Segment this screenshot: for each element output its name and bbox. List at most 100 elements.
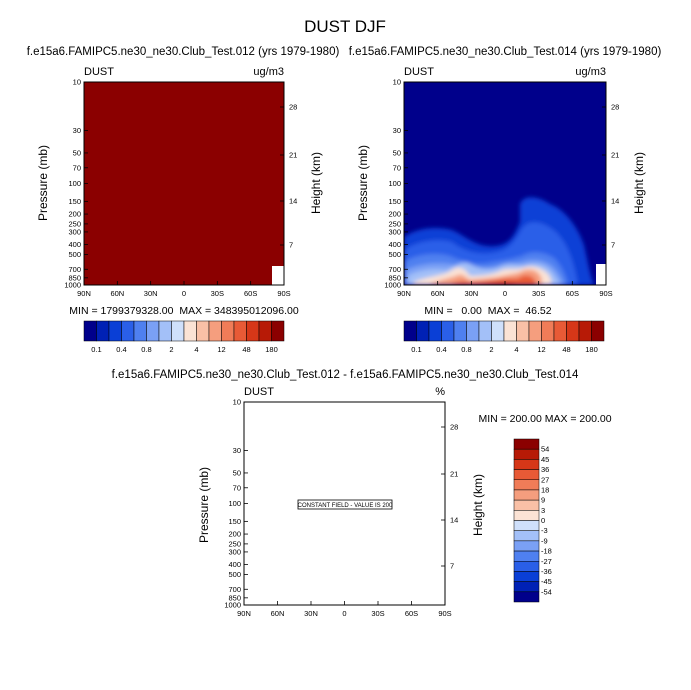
colorbar-label: 180 bbox=[585, 345, 598, 354]
colorbar-swatch bbox=[513, 489, 540, 501]
lat-tick-label: 60N bbox=[431, 289, 445, 298]
lat-tick-label: 30N bbox=[304, 609, 318, 618]
pressure-tick-label: 250 bbox=[68, 219, 81, 228]
pressure-tick-label: 10 bbox=[233, 398, 241, 407]
pressure-tick-label: 200 bbox=[228, 530, 241, 539]
pressure-tick-label: 300 bbox=[228, 547, 241, 556]
colorbar-swatch bbox=[221, 320, 235, 342]
colorbar-label: 27 bbox=[541, 475, 549, 484]
colorbar-label: 180 bbox=[265, 345, 278, 354]
lat-tick-label: 30N bbox=[464, 289, 478, 298]
colorbar-swatch bbox=[513, 540, 540, 552]
pressure-tick-label: 100 bbox=[228, 499, 241, 508]
colorbar-swatch bbox=[441, 320, 455, 342]
panel-diff-stats: MIN = 200.00 MAX = 200.00 bbox=[478, 413, 611, 425]
lat-tick-label: 0 bbox=[342, 609, 346, 618]
height-tick-label: 28 bbox=[289, 103, 297, 112]
colorbar-label: 2 bbox=[169, 345, 173, 354]
height-tick-label: 28 bbox=[450, 423, 458, 432]
pressure-tick-label: 150 bbox=[388, 197, 401, 206]
panel-b-contours bbox=[404, 197, 594, 285]
pressure-tick-label: 700 bbox=[68, 265, 81, 274]
height-tick-label: 7 bbox=[289, 241, 293, 250]
pressure-tick-label: 10 bbox=[393, 78, 401, 87]
pressure-tick-label: 30 bbox=[393, 126, 401, 135]
colorbar-swatch bbox=[513, 438, 540, 450]
colorbar-swatch bbox=[541, 320, 555, 342]
pressure-tick-label: 50 bbox=[393, 148, 401, 157]
colorbar-swatch bbox=[516, 320, 530, 342]
pressure-tick-label: 500 bbox=[68, 250, 81, 259]
panel-b-ylabel: Pressure (mb) bbox=[356, 145, 370, 221]
panel-a-stats: MIN = 1799379328.00 MAX = 348395012096.0… bbox=[69, 305, 299, 317]
colorbar-swatch bbox=[96, 320, 110, 342]
colorbar-swatch bbox=[491, 320, 505, 342]
colorbar-label: -9 bbox=[541, 536, 548, 545]
lat-tick-label: 90N bbox=[77, 289, 91, 298]
pressure-tick-label: 1000 bbox=[224, 601, 241, 610]
colorbar-label: 0.4 bbox=[116, 345, 126, 354]
colorbar-swatch bbox=[171, 320, 185, 342]
colorbar-swatch bbox=[466, 320, 480, 342]
colorbar-swatch bbox=[453, 320, 467, 342]
pressure-tick-label: 400 bbox=[68, 240, 81, 249]
height-tick-label: 21 bbox=[289, 151, 297, 160]
panel-diff-units: % bbox=[435, 386, 445, 398]
colorbar-label: 3 bbox=[541, 506, 545, 515]
height-tick-label: 14 bbox=[611, 197, 619, 206]
colorbar-swatch bbox=[503, 320, 517, 342]
pressure-tick-label: 70 bbox=[233, 483, 241, 492]
colorbar-swatch bbox=[513, 581, 540, 593]
lat-tick-label: 90S bbox=[277, 289, 290, 298]
colorbar-label: 36 bbox=[541, 465, 549, 474]
colorbar-swatch bbox=[108, 320, 122, 342]
colorbar-label: -45 bbox=[541, 577, 552, 586]
pressure-tick-label: 850 bbox=[228, 593, 241, 602]
panel-a-variable: DUST bbox=[84, 66, 114, 78]
panel-diff-lat-ticks: 90N 60N 30N 0 30S 60S 90S bbox=[237, 601, 452, 618]
lat-tick-label: 30N bbox=[144, 289, 158, 298]
lat-tick-label: 60N bbox=[110, 289, 124, 298]
colorbar-swatch bbox=[513, 499, 540, 511]
colorbar-label: 12 bbox=[217, 345, 225, 354]
colorbar-label: -3 bbox=[541, 526, 548, 535]
lat-tick-label: 0 bbox=[503, 289, 507, 298]
pressure-tick-label: 30 bbox=[73, 126, 81, 135]
lat-tick-label: 90N bbox=[237, 609, 251, 618]
panel-b-frame bbox=[403, 81, 607, 286]
panel-a-field bbox=[84, 82, 284, 285]
colorbar-swatch bbox=[513, 479, 540, 491]
lat-tick-label: 90S bbox=[438, 609, 451, 618]
colorbar-swatch bbox=[258, 320, 272, 342]
colorbar-swatch bbox=[513, 591, 540, 603]
panel-diff-height-ticks: 28 21 14 7 bbox=[441, 423, 458, 571]
colorbar-swatch bbox=[428, 320, 442, 342]
pressure-tick-label: 250 bbox=[388, 219, 401, 228]
colorbar-swatch bbox=[566, 320, 580, 342]
panel-b-lat-ticks: 90N 60N 30N 0 30S 60S 90S bbox=[397, 281, 613, 298]
colorbar-swatch bbox=[513, 550, 540, 562]
colorbar-swatch bbox=[158, 320, 172, 342]
colorbar-label: 2 bbox=[489, 345, 493, 354]
panel-b-units: ug/m3 bbox=[575, 66, 606, 78]
pressure-tick-label: 200 bbox=[68, 210, 81, 219]
colorbar-swatch bbox=[183, 320, 197, 342]
panel-b-ylabel-right: Height (km) bbox=[632, 152, 646, 214]
panel-a-units: ug/m3 bbox=[253, 66, 284, 78]
panel-b-colorbar: 0.1 0.4 0.8 2 4 12 48 180 bbox=[403, 320, 605, 354]
panel-diff-ylabel: Pressure (mb) bbox=[197, 467, 211, 543]
colorbar-swatch bbox=[208, 320, 222, 342]
colorbar-swatch bbox=[528, 320, 542, 342]
panel-diff-title: f.e15a6.FAMIPC5.ne30_ne30.Club_Test.012 … bbox=[112, 369, 579, 381]
pressure-tick-label: 50 bbox=[73, 148, 81, 157]
colorbar-swatch bbox=[513, 530, 540, 542]
panel-b-stats: MIN = 0.00 MAX = 46.52 bbox=[424, 305, 551, 317]
colorbar-swatch bbox=[133, 320, 147, 342]
colorbar-swatch bbox=[591, 320, 605, 342]
colorbar-label: 0.4 bbox=[436, 345, 446, 354]
colorbar-swatch bbox=[553, 320, 567, 342]
